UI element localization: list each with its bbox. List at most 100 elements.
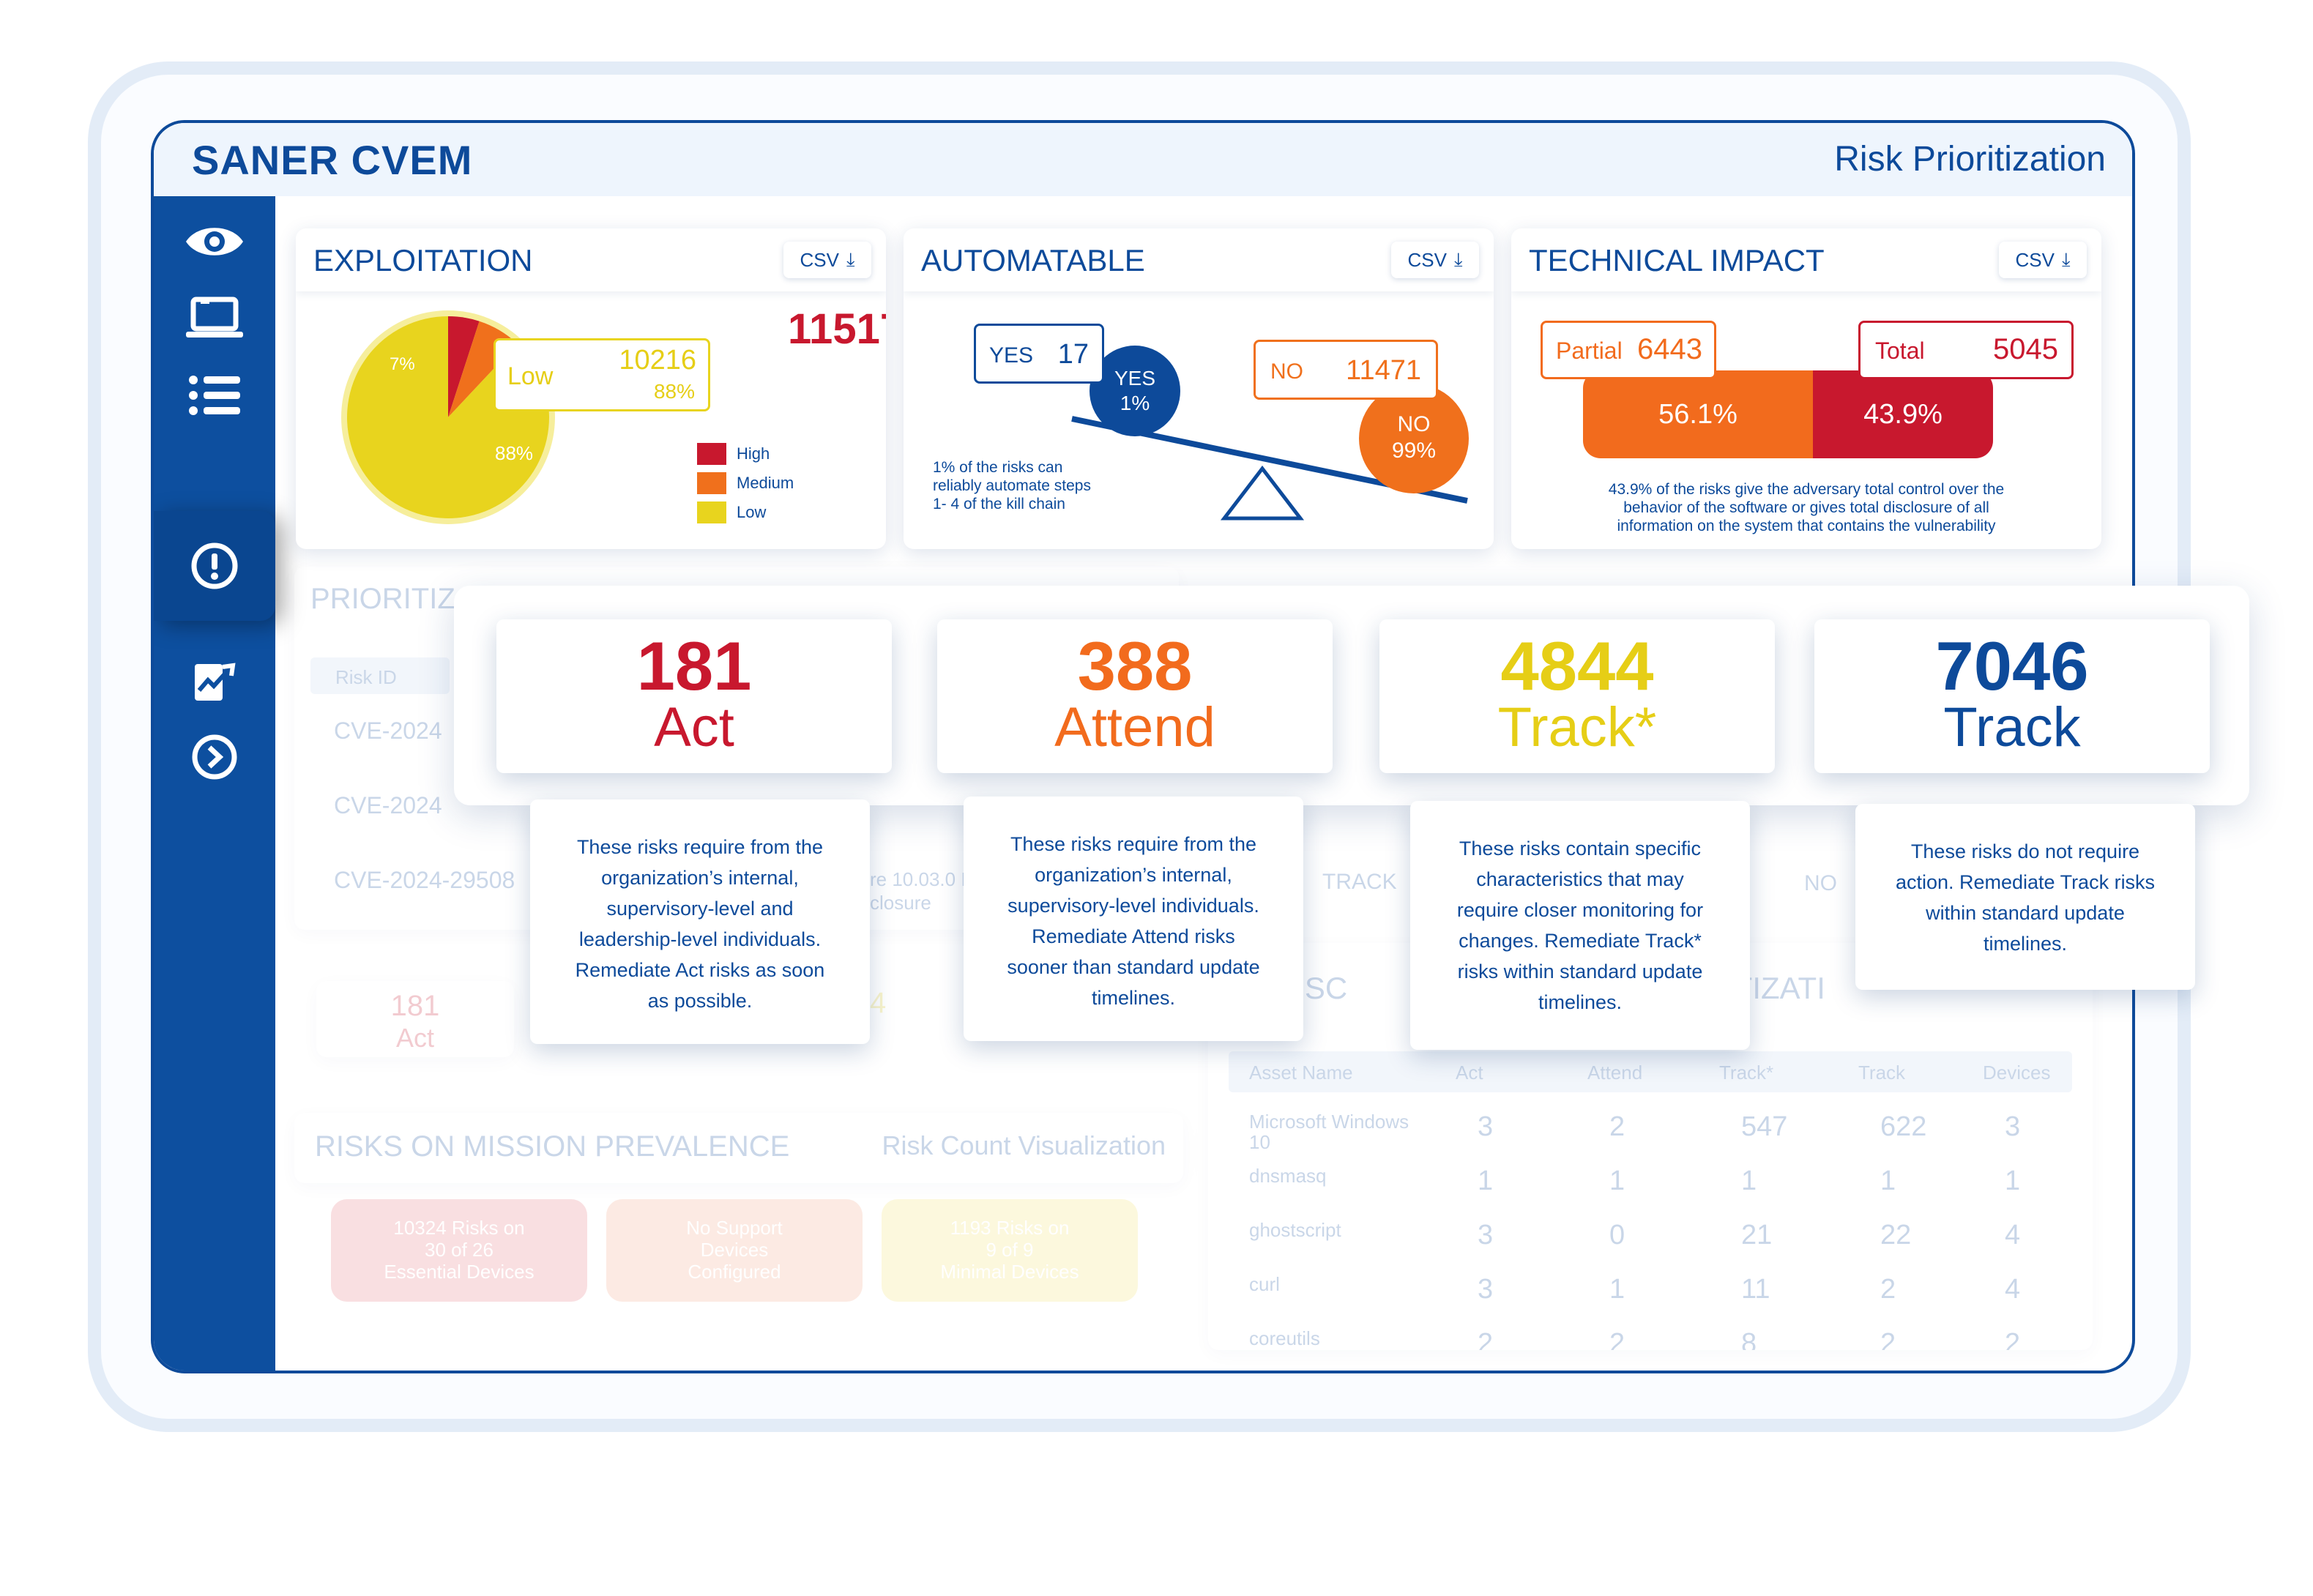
download-icon: ⤓ [846,248,855,270]
table-row: CVE-2024 [334,717,442,744]
top-bar: SANER CVEM Risk Prioritization [154,123,2132,196]
mission-card-minimal[interactable]: 1193 Risks on 9 of 9 Minimal Devices [882,1199,1138,1302]
table-cell: 22 [1880,1220,1912,1250]
category-count: 181 [636,627,752,704]
mission-link[interactable]: Risk Count Visualization [882,1130,1166,1160]
mission-card-support[interactable]: No Support Devices Configured [606,1199,863,1302]
impact-bar-partial[interactable]: 56.1% [1583,370,1813,458]
mission-cards: 10324 Risks on 30 of 26 Essential Devices … [294,1199,1183,1346]
table-cell: 2 [1609,1328,1625,1350]
table-cell: 0 [1609,1220,1625,1250]
risk-id-header: Risk ID [310,657,450,694]
app-title: SANER CVEM [192,137,473,183]
row-fragment: closure [870,892,931,914]
table-cell: 8 [1741,1328,1757,1350]
automatable-title: AUTOMATABLE [921,243,1145,277]
category-card-track[interactable]: 7046 Track [1814,619,2210,773]
asset-name-cell: dnsmasq [1249,1165,1327,1187]
table-cell: 1 [1609,1274,1625,1305]
csv-download-button[interactable]: CSV ⤓ [1391,242,1479,278]
automatable-panel: AUTOMATABLE CSV ⤓ YES 1% NO 99% YES 17 NO 1… [904,228,1494,549]
asset-name-cell: Microsoft Windows 10 [1249,1111,1409,1153]
table-cell: 3 [2005,1111,2021,1142]
yes-bubble: YES 1% [1090,346,1180,436]
mission-panel-header: RISKS ON MISSION PREVALENCE Risk Count V… [294,1113,1183,1183]
table-cell: 3 [1478,1220,1494,1250]
table-header-cell[interactable]: Attend [1587,1062,1643,1084]
table-cell: 11 [1741,1274,1770,1305]
table-cell: 1 [1609,1166,1625,1196]
table-cell: 2 [1880,1274,1896,1305]
category-label: Act [654,696,734,758]
table-cell: 4 [2005,1220,2021,1250]
pie-legend: High Medium Low [697,439,794,527]
partial-box: Partial 6443 [1541,321,1716,379]
page-title: Risk Prioritization [1834,140,2106,179]
pie-label-low: 88% [495,442,534,464]
mission-title: RISKS ON MISSION PREVALENCE [315,1130,790,1163]
table-row: CVE-2024-29508 [334,867,515,893]
table-cell: 2 [1880,1328,1896,1350]
no-box: NO 11471 [1254,340,1438,400]
exploitation-panel: EXPLOITATION CSV⤓ 88% 7% 11517 Low 10216… [296,228,886,549]
table-cell: 1 [1478,1166,1494,1196]
mission-card-essential[interactable]: 10324 Risks on 30 of 26 Essential Devices [331,1199,587,1302]
yes-box: YES 17 [974,324,1104,384]
csv-download-button[interactable]: CSV ⤓ [1999,242,2087,278]
no-bubble: NO 99% [1359,384,1469,493]
impact-bar: 56.1% 43.9% [1583,370,1993,458]
chevron-right-circle-icon[interactable] [178,728,251,786]
laptop-icon[interactable] [178,288,251,347]
category-description-act: These risks require from the organization… [530,799,870,1044]
table-cell: 3 [1478,1274,1494,1305]
category-count: 4844 [1500,627,1654,704]
report-icon[interactable] [178,652,251,710]
automatable-header: AUTOMATABLE CSV ⤓ [904,228,1494,291]
download-icon: ⤓ [1453,248,1463,270]
category-label: Attend [1054,696,1215,758]
technical-impact-panel: TECHNICAL IMPACT CSV ⤓ 56.1% 43.9% Partial… [1511,228,2101,549]
table-header-cell[interactable]: Track [1858,1062,1906,1084]
mini-label: Act [395,1023,434,1053]
exploitation-title: EXPLOITATION [313,243,533,277]
asset-name-cell: curl [1249,1273,1280,1295]
sidebar [154,196,275,1371]
asset-table-header [1229,1051,2072,1092]
category-count: 7046 [1935,627,2089,704]
table-cell: 1 [2005,1166,2021,1196]
eye-icon[interactable] [178,212,251,271]
table-header-cell[interactable]: Track* [1719,1062,1774,1084]
category-description-track-star: These risks contain specific characterist… [1410,801,1750,1050]
technical-impact-title: TECHNICAL IMPACT [1529,243,1825,277]
csv-download-button[interactable]: CSV ⤓ [783,242,871,278]
prioritization-title: PRIORITIZ [310,583,455,615]
table-cell: 2 [2005,1328,2021,1350]
technical-impact-header: TECHNICAL IMPACT CSV ⤓ [1511,228,2101,291]
category-card-track-star[interactable]: 4844 Track* [1379,619,1775,773]
asset-name-cell: coreutils [1249,1327,1320,1349]
category-label: Track [1943,696,2081,758]
table-header-cell[interactable]: Devices [1983,1062,2051,1084]
list-icon[interactable] [178,366,251,425]
table-cell: 21 [1741,1220,1773,1250]
category-label: Track* [1497,696,1657,758]
impact-bar-total[interactable]: 43.9% [1813,370,1993,458]
table-header-cell[interactable]: Asset Name [1249,1062,1353,1084]
mini-act-card: 181 Act [316,981,514,1057]
track-cell: TRACK [1322,870,1397,894]
category-card-act[interactable]: 181 Act [496,619,892,773]
table-cell: 2 [1609,1111,1625,1142]
table-cell: 622 [1880,1111,1927,1142]
alert-circle-icon[interactable] [178,537,251,595]
total-box: Total 5045 [1858,321,2074,379]
exploitation-header: EXPLOITATION CSV ⤓ [296,228,886,291]
download-icon: ⤓ [2061,248,2071,270]
automatable-note: 1% of the risks can reliably automate ste… [933,459,1091,512]
row-fragment: re 10.03.0 I [870,868,966,890]
category-card-attend[interactable]: 388 Attend [937,619,1333,773]
table-header-cell[interactable]: Act [1456,1062,1483,1084]
table-cell: 1 [1741,1166,1757,1196]
category-count: 388 [1077,627,1193,704]
pie-slice-high[interactable] [448,316,480,417]
asset-name-cell: ghostscript [1249,1219,1341,1241]
